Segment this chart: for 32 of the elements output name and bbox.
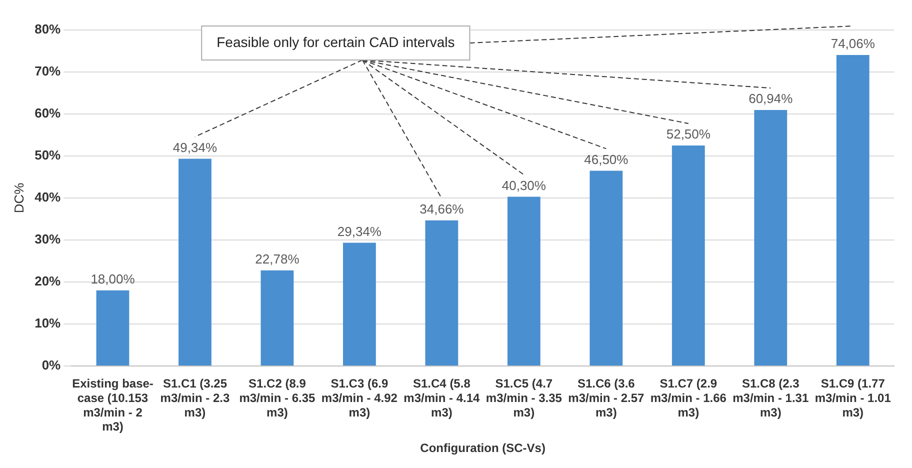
x-tick-label: S1.C7 (2.9 m3/min - 1.66 m3) [650,376,727,420]
y-tick-label: 50% [34,148,62,163]
data-label: 29,34% [337,224,382,239]
data-label: 18,00% [90,271,136,286]
y-tick-label: 20% [34,274,62,289]
x-tick-label: S1.C5 (4.7 m3/min - 3.35 m3) [486,376,562,420]
data-label: 22,78% [255,251,300,266]
data-label: 49,34% [172,140,218,155]
y-tick-label: 30% [34,232,62,247]
y-axis-title: DC% [11,182,26,214]
x-tick-label: S1.C6 (3.6 m3/min - 2.57 m3) [568,376,645,420]
y-tick-label: 0% [42,358,62,373]
x-tick-label: S1.C4 (5.8 m3/min - 4.14 m3) [404,376,480,420]
y-tick-label: 60% [34,106,62,121]
data-label: 60,94% [748,91,794,106]
data-label: 74,06% [830,36,876,52]
x-tick-label: S1.C8 (2.3 m3/min - 1.31 m3) [732,376,809,420]
y-tick-label: 70% [34,64,62,79]
x-axis-title: Configuration (SC-Vs) [420,441,546,456]
data-label: 34,66% [420,202,464,217]
x-tick-label: S1.C9 (1.77 m3/min - 1.01 m3) [814,376,892,420]
data-label: 40,30% [502,178,546,193]
data-label: 46,50% [584,152,629,167]
y-tick-label: 10% [34,316,62,331]
y-tick-label: 40% [34,190,62,205]
x-tick-label: S1.C1 (3.25 m3/min - 2.3 m3) [160,376,230,420]
x-tick-label: S1.C3 (6.9 m3/min - 4.92 m3) [321,376,398,420]
y-tick-label: 80% [34,22,62,37]
x-tick-label: S1.C2 (8.9 m3/min - 6.35 m3) [239,376,316,420]
x-tick-label: Existing base-case (10.153 m3/min - 2 m3) [72,376,154,434]
data-label: 52,50% [666,126,711,142]
annotation: Feasible only for certain CAD intervals [216,34,455,50]
